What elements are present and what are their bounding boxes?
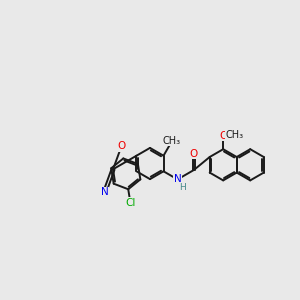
Text: O: O: [117, 141, 125, 152]
Text: O: O: [219, 131, 227, 141]
Text: H: H: [179, 183, 186, 192]
Text: CH₃: CH₃: [163, 136, 181, 146]
Text: O: O: [190, 149, 198, 159]
Text: N: N: [174, 174, 182, 184]
Text: N: N: [101, 187, 109, 197]
Text: CH₃: CH₃: [226, 130, 244, 140]
Text: Cl: Cl: [125, 198, 136, 208]
